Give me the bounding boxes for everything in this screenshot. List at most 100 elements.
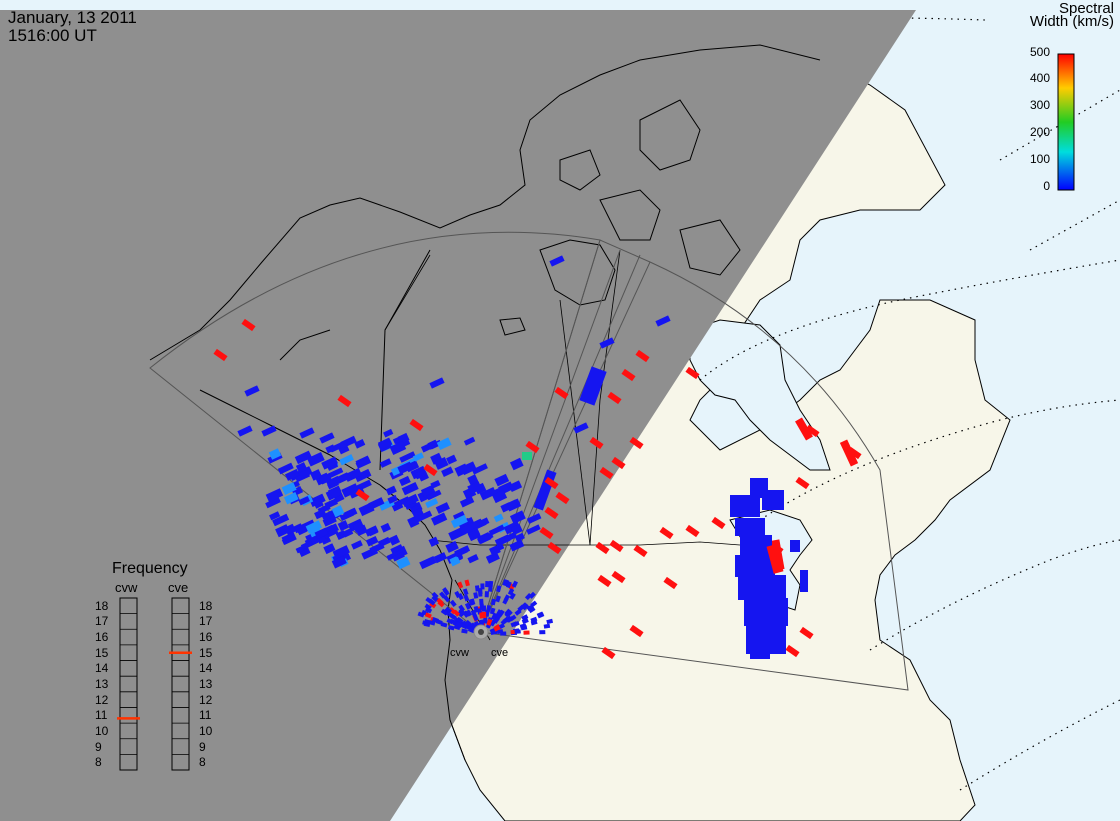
echo-cell <box>265 496 281 509</box>
echo-cell <box>369 542 385 554</box>
echo-cell <box>473 592 479 599</box>
echo-cell <box>452 511 466 521</box>
echo-cell <box>504 531 518 542</box>
echo-cell <box>474 585 480 592</box>
echo-cell <box>510 524 523 535</box>
echo-cell <box>526 604 534 612</box>
echo-cell <box>521 618 529 625</box>
echo-cell <box>609 539 624 553</box>
frequency-scale-label: 17 <box>199 614 213 629</box>
colorbar <box>1057 53 1075 191</box>
echo-cell <box>423 621 431 628</box>
echo-cell <box>401 481 419 496</box>
echo-cell <box>543 623 551 629</box>
cvw-frequency-gauge <box>119 597 138 771</box>
echo-cell <box>502 499 519 512</box>
echo-cell <box>519 623 527 629</box>
echo-cell <box>442 587 449 595</box>
echo-cell <box>386 549 403 561</box>
echo-cell <box>444 606 452 614</box>
echo-cell <box>460 461 477 476</box>
fov-outlines <box>149 231 909 691</box>
echo-cell <box>430 479 441 489</box>
echo-cell <box>790 540 800 552</box>
echo-cell <box>399 451 416 463</box>
echo-cell <box>467 481 483 495</box>
colorbar-tick: 0 <box>1043 179 1050 193</box>
colorbar-tick: 300 <box>1029 98 1050 112</box>
echo-cell <box>795 417 813 441</box>
echo-cell <box>457 610 465 618</box>
echo-cell <box>493 625 501 632</box>
echo-cell <box>450 514 468 529</box>
frequency-scale-label: 10 <box>95 723 109 738</box>
echo-cell <box>358 502 375 517</box>
echo-cell <box>492 489 508 504</box>
echo-cell <box>314 527 329 540</box>
echo-cell <box>663 576 678 590</box>
echo-cell <box>424 606 433 614</box>
echo-cell <box>685 524 700 538</box>
frequency-scale-label: 10 <box>199 723 213 738</box>
echo-cell <box>508 480 523 493</box>
night-region <box>0 10 916 821</box>
echo-cell <box>244 385 260 397</box>
echo-cell <box>435 619 443 625</box>
echo-cell <box>621 368 636 382</box>
echo-cell <box>528 606 536 614</box>
echo-cell <box>539 526 554 540</box>
echo-cell <box>429 377 445 389</box>
radar-site-center <box>478 629 484 635</box>
echo-cell <box>319 432 335 444</box>
echo-cell <box>340 435 357 449</box>
echo-cell <box>441 466 454 477</box>
echo-cell <box>502 579 508 587</box>
echo-cell <box>522 452 532 460</box>
echo-cell <box>364 525 379 537</box>
echo-cell <box>300 540 314 550</box>
echo-cell <box>462 588 469 596</box>
echo-cell <box>750 645 770 659</box>
frequency-scale-label: 13 <box>95 677 109 691</box>
echo-cell <box>323 527 339 539</box>
frequency-scale-label: 13 <box>199 677 213 691</box>
echo-cell <box>711 516 726 530</box>
echo-cell <box>305 520 323 534</box>
frequency-scale-label: 17 <box>95 614 109 629</box>
echo-cell <box>434 456 449 470</box>
echo-cell <box>431 595 439 603</box>
echo-cell <box>419 555 437 570</box>
echo-cell <box>388 534 401 546</box>
echo-cell <box>409 501 423 514</box>
echo-cell <box>325 486 343 501</box>
echo-cell <box>511 580 519 588</box>
frequency-gauges <box>117 597 192 771</box>
echo-cell <box>473 605 479 613</box>
echo-cell <box>738 575 786 600</box>
echo-cell <box>463 436 476 446</box>
echo-cell <box>740 535 772 555</box>
echo-cell <box>611 456 626 470</box>
echo-cell <box>629 624 644 638</box>
echo-cell <box>601 646 616 660</box>
echo-cell <box>479 598 484 605</box>
echo-cell <box>365 535 379 547</box>
echo-cell <box>488 524 505 536</box>
echo-cell <box>458 604 465 612</box>
echo-cell <box>277 462 294 475</box>
echo-cell <box>414 469 426 480</box>
echo-cell <box>420 484 436 498</box>
echo-cell <box>766 544 784 574</box>
echo-cell <box>510 621 518 628</box>
echo-cell <box>800 570 808 592</box>
frequency-scale-label: 12 <box>199 692 213 707</box>
echo-cell <box>805 424 820 438</box>
echo-cell <box>385 485 397 496</box>
echo-cell <box>351 540 363 550</box>
echo-cell <box>428 620 436 626</box>
frequency-scale-label: 8 <box>95 755 102 770</box>
frequency-scale-label: 16 <box>199 630 213 645</box>
latitude-grid <box>359 16 1120 791</box>
echo-cell <box>744 598 788 626</box>
time-label: 1516:00 UT <box>8 26 97 45</box>
